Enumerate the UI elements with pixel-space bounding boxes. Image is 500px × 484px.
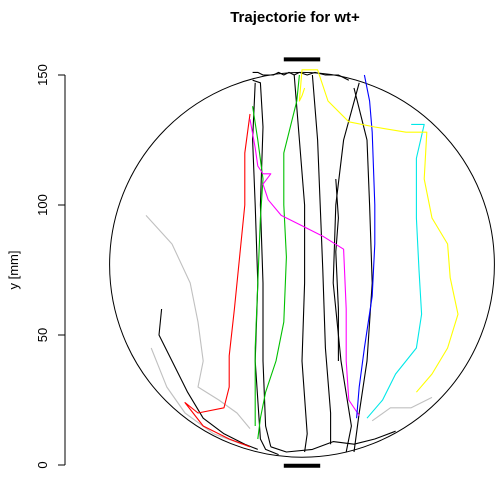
y-tick-label: 100	[35, 194, 50, 216]
y-axis-ticks: 0 50 100 150	[35, 64, 65, 469]
y-tick-label: 50	[35, 328, 50, 342]
trajectory-line	[356, 74, 376, 419]
trajectory-line	[366, 123, 425, 419]
trajectory-line	[252, 79, 272, 447]
trajectory-line	[332, 82, 360, 453]
y-tick-label: 150	[35, 64, 50, 86]
chart-title: Trajectorie for wt+	[230, 9, 360, 26]
trajectory-line	[145, 215, 251, 429]
trajectory-line	[270, 430, 396, 453]
trajectory-line	[257, 74, 300, 440]
trajectory-line	[298, 69, 459, 393]
y-tick-label: 0	[35, 461, 50, 468]
trajectory-line	[150, 347, 243, 445]
y-axis-label: y [mm]	[6, 251, 21, 290]
trajectory-line	[158, 308, 259, 450]
trajectory-line	[353, 87, 373, 453]
plot-area	[109, 57, 495, 468]
trajectory-line	[311, 74, 332, 445]
trajectory-line	[252, 82, 279, 456]
trajectory-line	[293, 74, 308, 453]
trajectory-line	[252, 106, 264, 426]
trajectory-line	[335, 178, 339, 361]
trajectory-line	[252, 71, 350, 81]
arena-circle	[109, 71, 495, 458]
trajectory-line	[184, 113, 251, 448]
trajectory-line	[249, 119, 360, 416]
trajectory-line	[371, 396, 433, 422]
